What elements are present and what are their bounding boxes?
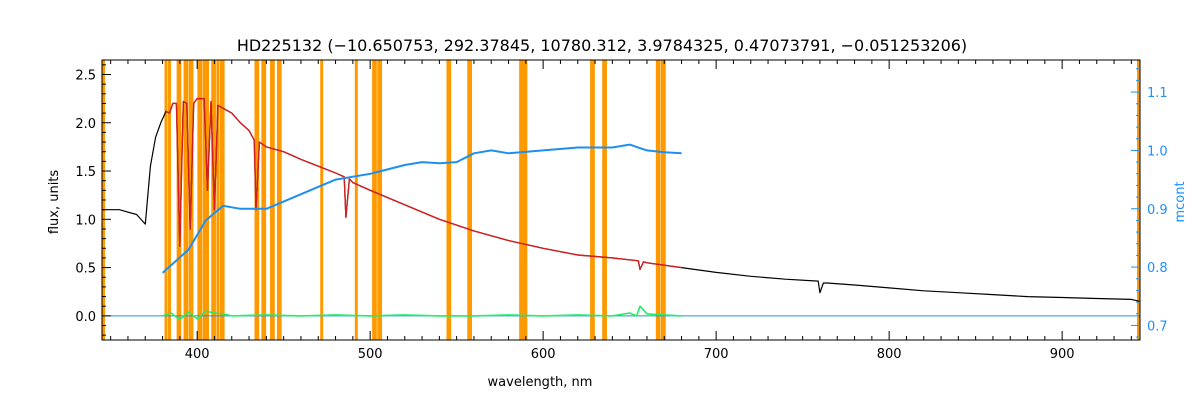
- mask-line-37: [520, 60, 524, 340]
- mask-line-24: [276, 60, 280, 340]
- mask-line-16: [219, 60, 223, 340]
- mask-line-25: [278, 60, 282, 340]
- x-tick-label: 500: [358, 347, 383, 362]
- mask-line-38: [522, 60, 526, 340]
- y-tick-label: 0.0: [75, 310, 96, 325]
- mask-line-41: [591, 60, 595, 340]
- mask-line-4: [183, 60, 187, 340]
- mask-line-36: [519, 60, 523, 340]
- mask-line-28: [372, 60, 376, 340]
- mask-line-34: [467, 60, 471, 340]
- mask-line-33: [448, 60, 452, 340]
- series-residual: [162, 305, 682, 321]
- mask-line-46: [661, 60, 665, 340]
- x-tick-label: 400: [185, 347, 210, 362]
- y-tick-label: 1.0: [75, 213, 96, 228]
- mask-line-21: [263, 60, 267, 340]
- series-continuum: [161, 143, 682, 274]
- mask-line-11: [204, 60, 208, 340]
- y-tick-label-right: 0.9: [1147, 203, 1168, 218]
- mask-line-23: [271, 60, 275, 340]
- mask-line-0: [164, 60, 168, 340]
- y-tick-label: 0.5: [75, 262, 96, 277]
- mask-lines: [102, 60, 1140, 340]
- mask-line-35: [468, 60, 472, 340]
- y-tick-label-right: 1.1: [1147, 86, 1168, 101]
- mask-line-3: [178, 60, 182, 340]
- mask-line-44: [655, 60, 659, 340]
- y-tick-label-right: 1.0: [1147, 144, 1168, 159]
- mask-line-17: [221, 60, 225, 340]
- x-tick-label: 600: [531, 347, 556, 362]
- mask-line-39: [524, 60, 528, 340]
- mask-line-26: [320, 60, 324, 340]
- mask-line-32: [446, 60, 450, 340]
- mask-line-29: [373, 60, 377, 340]
- mask-line-7: [190, 60, 194, 340]
- mask-line-15: [216, 60, 220, 340]
- mask-line-13: [211, 60, 215, 340]
- mask-line-10: [202, 60, 206, 340]
- mask-edge-right: [1137, 60, 1140, 340]
- y-tick-label: 1.5: [75, 165, 96, 180]
- mask-line-6: [188, 60, 192, 340]
- y-axis-title: flux, units: [47, 170, 62, 235]
- y-axis-title-right: mcont: [1173, 181, 1188, 222]
- mask-line-47: [662, 60, 666, 340]
- mask-line-30: [377, 60, 381, 340]
- x-tick-label: 800: [877, 347, 902, 362]
- x-tick-label: 900: [1050, 347, 1075, 362]
- y-tick-label-right: 0.8: [1147, 261, 1168, 276]
- mask-line-1: [167, 60, 171, 340]
- mask-line-27: [354, 60, 358, 340]
- ticks-layer: 400 500 600 700 800 900 0.0 0.5 1.0 1.5 2.0 2.5 0.7 0…: [75, 60, 1168, 362]
- y-tick-label: 2.0: [75, 117, 96, 132]
- mask-line-9: [199, 60, 203, 340]
- mask-line-42: [602, 60, 606, 340]
- y-tick-label: 2.5: [75, 68, 96, 83]
- mask-line-45: [657, 60, 661, 340]
- mask-line-20: [261, 60, 265, 340]
- x-axis-title: wavelength, nm: [488, 375, 593, 390]
- chart-title: HD225132 (−10.650753, 292.37845, 10780.3…: [237, 36, 967, 55]
- x-tick-label: 700: [704, 347, 729, 362]
- mask-line-40: [590, 60, 594, 340]
- mask-line-8: [197, 60, 201, 340]
- mask-line-43: [603, 60, 607, 340]
- mask-line-19: [256, 60, 260, 340]
- y-tick-label-right: 0.7: [1147, 319, 1168, 334]
- series-model: [165, 97, 682, 271]
- mask-line-12: [206, 60, 210, 340]
- mask-line-31: [379, 60, 383, 340]
- series-layer: [102, 97, 1141, 321]
- mask-line-22: [270, 60, 274, 340]
- mask-line-5: [185, 60, 189, 340]
